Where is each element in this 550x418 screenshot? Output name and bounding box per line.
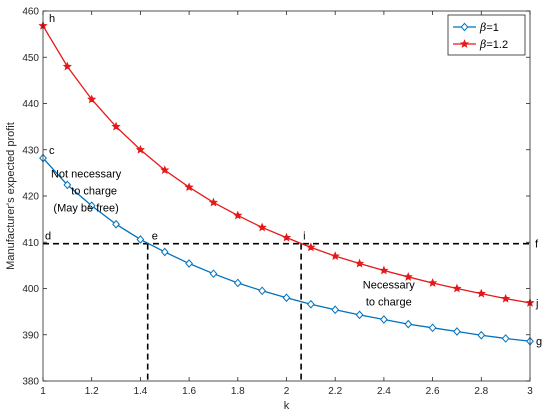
star-marker [62,61,72,71]
x-tick-label: 1.8 [231,386,245,397]
legend-symbol: β [479,21,486,34]
point-label-f: f [535,239,539,251]
x-tick-label: 2.8 [474,386,488,397]
diamond-marker [355,310,364,320]
annotation-1: Not necessary to charge (May be free) [51,169,122,215]
star-marker [257,222,267,232]
y-tick-label: 430 [22,145,39,156]
star-marker [111,121,121,131]
star-marker [330,251,340,261]
diamond-marker [87,201,96,211]
legend-label: β=1 [479,21,499,34]
diamond-marker [209,269,218,279]
legend-label: β=1.2 [479,38,508,51]
legend-box [447,14,526,56]
y-tick-label: 450 [22,53,39,64]
x-tick-label: 3 [527,386,533,397]
annotation-line: to charge [71,186,117,198]
annotation-line: (May be free) [53,203,118,215]
star-marker [160,165,170,175]
diamond-marker [112,219,120,229]
diamond-marker [477,330,486,340]
axes-layer: 1 1.2 1.4 1.6 1.8 2 2.2 2.4 2.6 2.8 3 380 390 400 410 4… [22,7,533,398]
star-marker [306,242,316,252]
star-marker [459,39,470,48]
diamond-marker [136,235,145,244]
star-marker [184,182,194,192]
plot-area [43,11,530,381]
point-label-c: c [49,145,55,157]
diamond-marker [501,334,510,343]
diamond-marker [453,327,461,336]
star-marker [233,210,243,220]
diamond-marker [282,293,291,303]
y-axis-title: Manufacturer's expected profit [5,122,17,270]
x-tick-label: 2 [284,386,290,397]
star-marker [427,278,438,287]
star-marker [379,265,389,275]
point-label-e: e [152,231,158,243]
y-tick-label: 380 [22,377,39,388]
star-marker [452,283,462,293]
series-layer [38,20,535,346]
diamond-marker [185,259,193,268]
legend: β=1β=1.2 [447,14,526,56]
diamond-marker [63,180,72,190]
diamond-marker [306,299,315,309]
y-tick-label: 440 [22,99,39,110]
star-marker [501,293,511,303]
y-tick-label: 460 [22,7,39,18]
star-marker [87,94,97,104]
diamond-marker [331,305,340,315]
annotation-line: to charge [366,297,412,309]
labels-layer: h c d e i f j g Not necessary to charge (May be fr… [45,13,542,348]
y-tick-label: 390 [22,330,39,341]
legend-value: =1 [486,22,499,34]
point-label-d: d [45,231,51,243]
y-tick-label: 400 [22,284,39,295]
x-tick-label: 2.6 [426,386,440,397]
x-tick-label: 1.6 [182,386,196,397]
diamond-marker [160,247,169,257]
series-1 [39,153,534,346]
legend-value: =1.2 [486,39,508,51]
point-label-j: j [535,298,538,310]
star-marker [354,258,365,268]
point-label-g: g [536,336,542,348]
point-label-h: h [49,13,55,25]
diamond-marker [380,315,388,324]
x-tick-label: 1.4 [133,386,147,397]
diamond-marker [460,22,469,32]
star-marker [135,144,146,154]
y-tick-label: 410 [22,238,39,249]
x-tick-label: 1 [40,386,46,397]
x-tick-label: 1.2 [85,386,99,397]
star-marker [403,272,413,281]
diamond-marker [428,323,437,333]
y-tick-label: 420 [22,192,39,203]
series-2 [38,20,535,307]
x-tick-label: 2.4 [377,386,391,397]
star-marker [208,197,219,207]
diamond-marker [258,286,267,296]
annotation-line: Necessary [363,280,415,292]
point-label-i: i [303,231,305,243]
x-tick-label: 2.2 [328,386,342,397]
star-marker [476,288,486,298]
legend-symbol: β [479,38,486,51]
star-marker [281,232,292,242]
x-axis-title: k [284,400,290,412]
annotation-line: Not necessary [51,169,122,181]
reference-lines [43,242,530,381]
annotation-2: Necessary to charge [363,280,415,309]
diamond-marker [404,319,413,329]
diamond-marker [233,278,242,288]
